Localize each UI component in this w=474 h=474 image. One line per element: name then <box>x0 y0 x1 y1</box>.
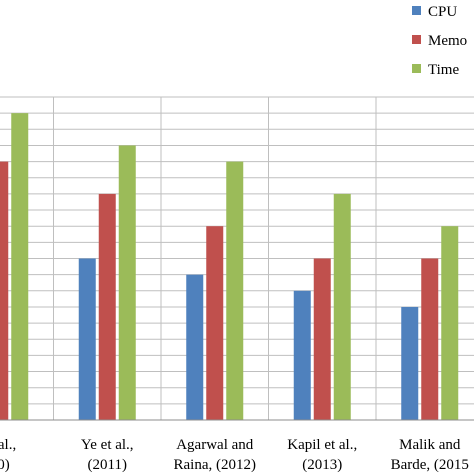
x-tick-label: Agarwal and Raina, (2012) <box>174 437 256 473</box>
x-axis: et al.,10) Ye et al.,(2011) Agarwal andRai… <box>0 419 474 473</box>
legend-swatch-cpu <box>412 6 421 15</box>
bar-time-2 <box>226 161 244 420</box>
x-tick-label: Ye et al., (2011) <box>81 437 134 473</box>
bar-cpu-2 <box>186 274 204 420</box>
x-tick-label: Kapil et al., (2013) <box>287 437 357 473</box>
bars <box>0 113 459 421</box>
bar-time-3 <box>333 193 351 420</box>
x-tick-label: et al.,10) <box>0 437 16 473</box>
bar-memo-4 <box>421 258 439 420</box>
bar-memo-2 <box>206 226 224 420</box>
x-tick-label: Malik and Barde, (2015 <box>391 437 469 473</box>
legend: CPU Memo Time <box>412 4 467 78</box>
bar-cpu-1 <box>78 258 96 420</box>
bar-memo-0 <box>0 161 9 420</box>
legend-swatch-time <box>412 64 421 73</box>
bar-cpu-3 <box>293 290 311 420</box>
legend-label-time: Time <box>428 62 459 78</box>
legend-label-memo: Memo <box>428 33 467 49</box>
bar-cpu-4 <box>401 306 419 420</box>
legend-swatch-memo <box>412 35 421 44</box>
bar-memo-1 <box>98 193 116 420</box>
bar-memo-3 <box>313 258 331 420</box>
bar-time-1 <box>118 145 136 420</box>
bar-time-4 <box>441 226 459 420</box>
bar-time-0 <box>11 113 29 421</box>
legend-label-cpu: CPU <box>428 4 457 20</box>
